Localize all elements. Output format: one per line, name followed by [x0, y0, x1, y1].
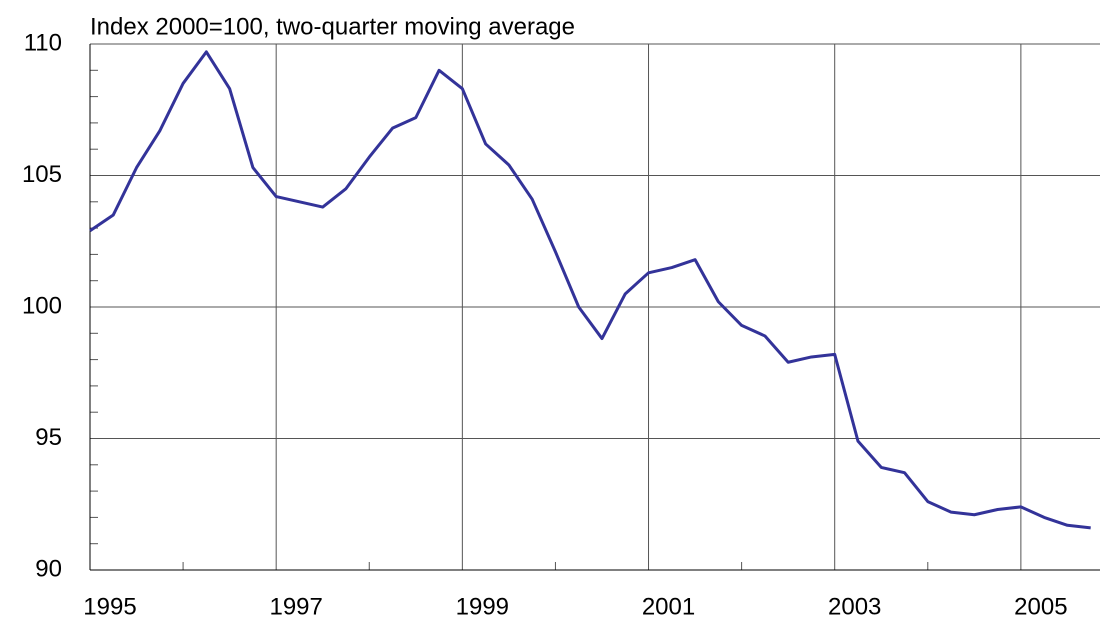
data-line [89, 50, 1091, 530]
x-tick-label: 2001 [642, 593, 695, 620]
x-tick-label: 1999 [456, 593, 509, 620]
chart-title: Index 2000=100, two-quarter moving avera… [90, 13, 575, 40]
y-tick-label: 90 [35, 555, 62, 582]
x-tick-label: 2005 [1014, 593, 1067, 620]
y-tick-label: 110 [24, 29, 62, 56]
x-tick-label: 1995 [83, 593, 136, 620]
x-tick-label: 2003 [828, 593, 881, 620]
y-tick-label: 105 [22, 161, 62, 188]
y-tick-label: 95 [35, 424, 62, 451]
y-tick-label: 100 [22, 292, 62, 319]
x-tick-label: 1997 [269, 593, 322, 620]
